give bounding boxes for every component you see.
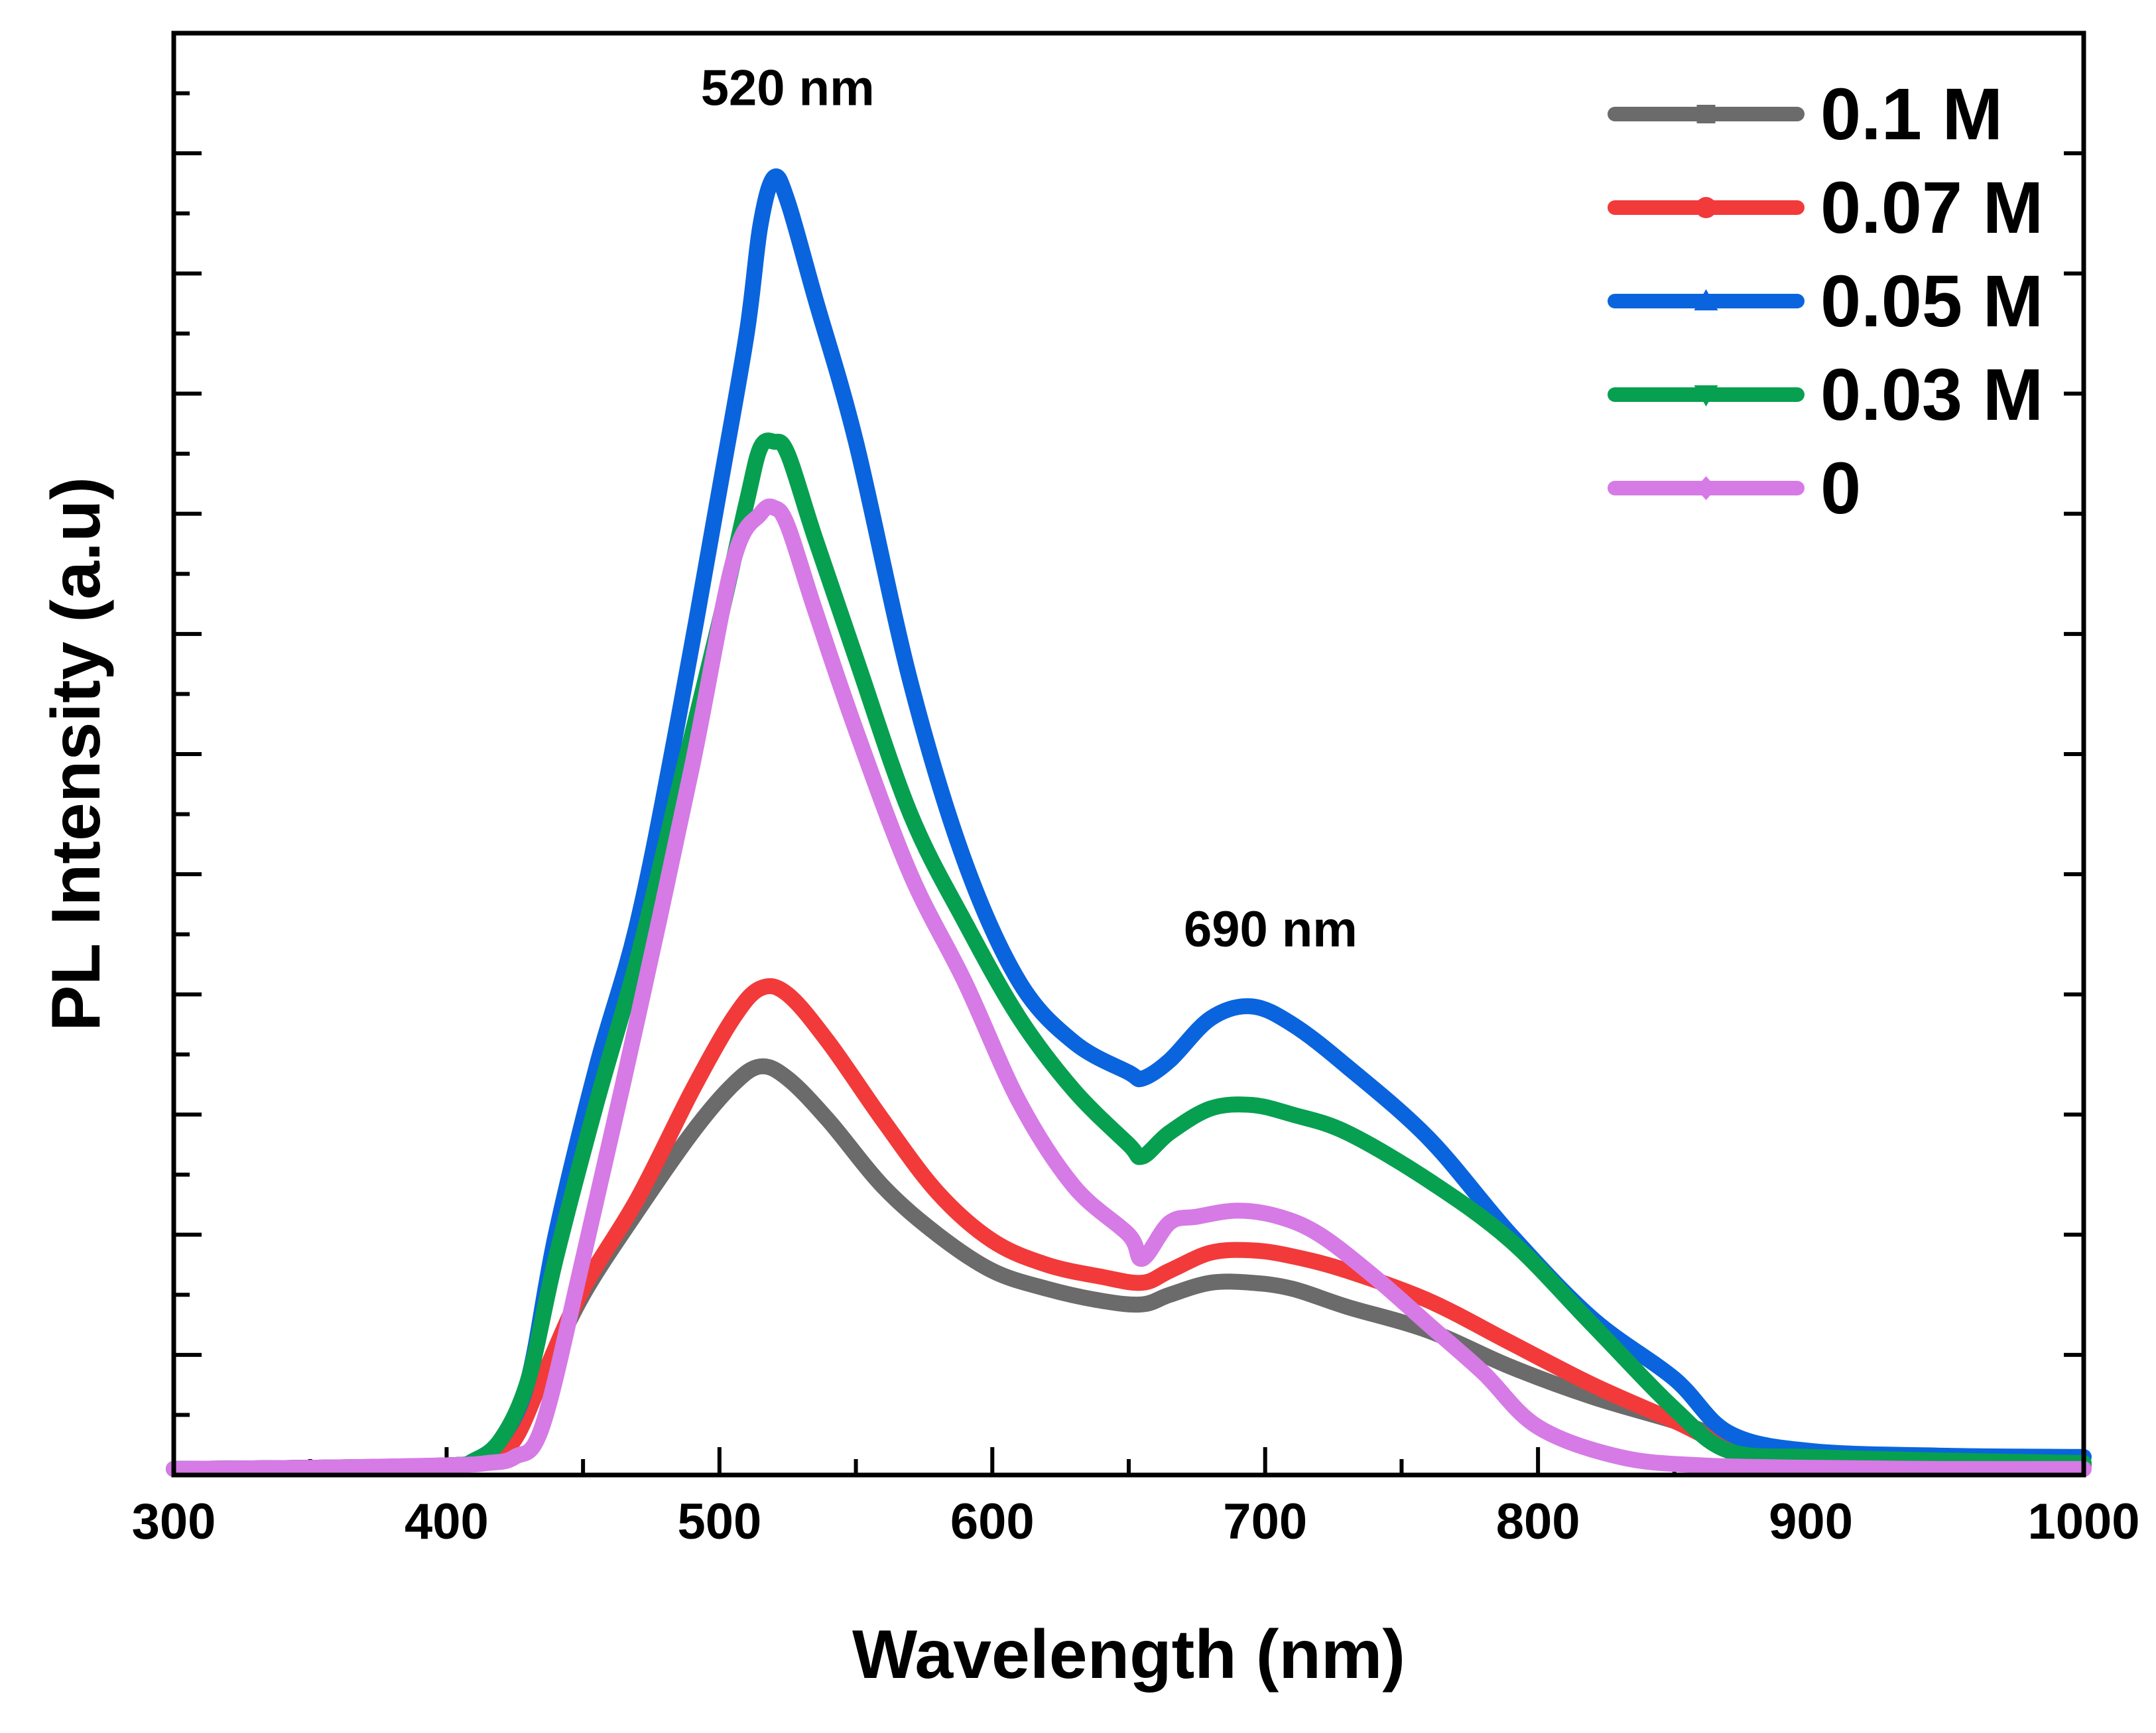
legend-label-4: 0 bbox=[1820, 448, 1861, 529]
x-axis-title: Wavelength (nm) bbox=[852, 1616, 1405, 1693]
legend-label-1: 0.07 M bbox=[1820, 167, 2043, 249]
series-line-3 bbox=[166, 432, 2092, 1477]
legend-label-3: 0.03 M bbox=[1820, 354, 2043, 436]
y-axis-title: PL Intensity (a.u) bbox=[38, 477, 115, 1031]
legend bbox=[1608, 105, 1805, 500]
x-tick-label: 800 bbox=[1496, 1494, 1580, 1550]
legend-marker-4 bbox=[1695, 476, 1717, 500]
legend-marker-1 bbox=[1695, 197, 1717, 218]
peak-annotation-0: 520 nm bbox=[701, 60, 875, 117]
x-tick-label: 900 bbox=[1769, 1494, 1853, 1550]
x-tick-label: 600 bbox=[950, 1494, 1035, 1550]
x-tick-label: 500 bbox=[677, 1494, 761, 1550]
x-tick-label: 700 bbox=[1223, 1494, 1307, 1550]
series-line-0 bbox=[166, 1058, 2092, 1477]
series-line-1 bbox=[166, 978, 2092, 1477]
plot-frame bbox=[171, 31, 2086, 1478]
x-tick-label: 300 bbox=[132, 1494, 216, 1550]
series-line-4 bbox=[166, 498, 2092, 1478]
x-tick-label: 400 bbox=[405, 1494, 489, 1550]
axis-ticks bbox=[172, 31, 2086, 1477]
peak-annotation-1: 690 nm bbox=[1184, 901, 1358, 958]
legend-marker-3 bbox=[1694, 385, 1718, 407]
series-lines bbox=[166, 168, 2092, 1478]
chart-text: 0.1 M 0.07 M 0.05 M 0.03 M 0 300 400 500 600 700 8… bbox=[38, 60, 2140, 1693]
legend-label-2: 0.05 M bbox=[1820, 261, 2043, 342]
legend-label-0: 0.1 M bbox=[1820, 74, 2003, 155]
x-tick-label: 1000 bbox=[2027, 1494, 2139, 1550]
legend-marker-0 bbox=[1696, 105, 1716, 123]
legend-marker-2 bbox=[1694, 289, 1718, 310]
